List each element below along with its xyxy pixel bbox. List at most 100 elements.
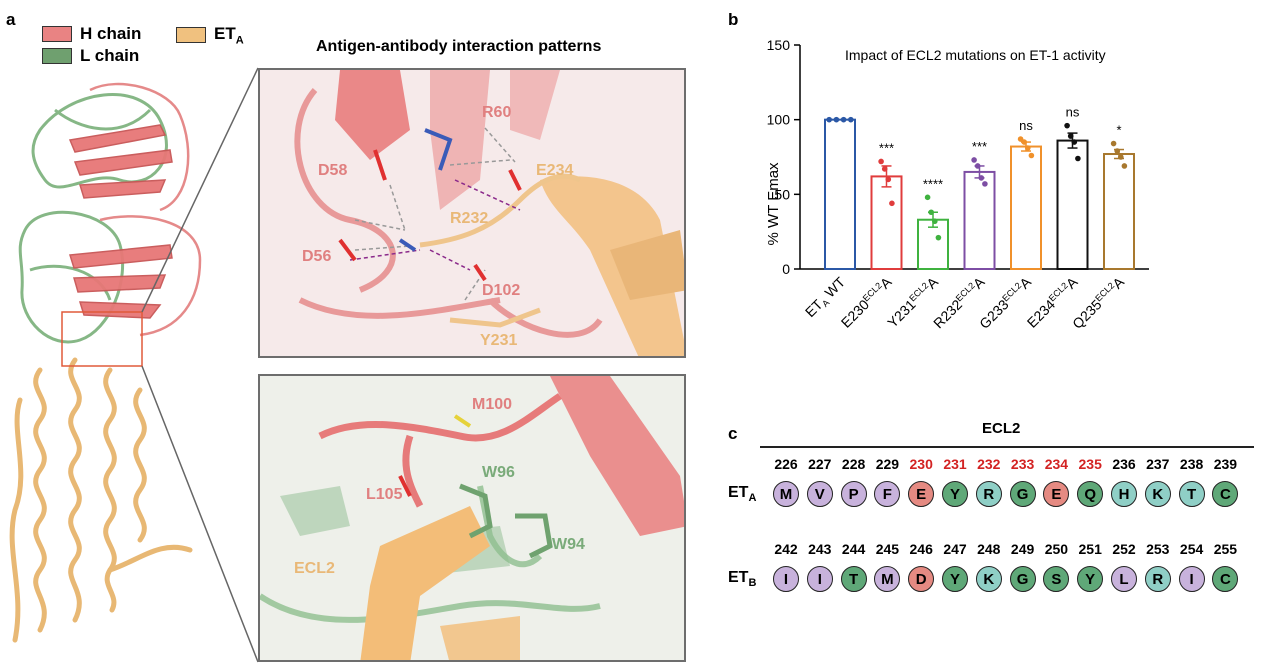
label-w96: W96 [482,464,515,481]
bar [870,175,903,270]
data-point [1075,155,1081,162]
x-tick-label: Q235ECL2A [1069,273,1128,332]
residue-number: 250 [1044,541,1069,557]
data-point [932,218,938,225]
data-point [924,194,931,201]
residue-circle: E [1043,481,1070,507]
data-point [978,175,985,181]
label-m100: M100 [472,396,513,413]
residue-circle: S [1043,566,1070,592]
label-r60: R60 [482,104,512,121]
data-point [833,116,840,123]
residue-number: 232 [977,456,1001,472]
data-point [1114,148,1120,154]
residue-circle: E [908,481,935,507]
residue-number: 247 [943,541,967,557]
bar [1056,139,1089,270]
y-tick-label: 100 [767,112,791,128]
y-tick-label: 0 [782,261,790,277]
residue-circle: K [1144,481,1171,507]
label-d102: D102 [482,282,521,299]
residue-number: 246 [909,541,933,557]
label-y231: Y231 [480,332,518,349]
residue-number: 231 [943,456,967,472]
residue-number: 237 [1146,456,1170,472]
bar [963,170,996,270]
residue-circle: Y [942,481,968,507]
h-chain-swatch [42,26,72,42]
residue-circle: G [1009,566,1036,592]
legend-eta: ETA [176,24,244,46]
residue-circle: D [908,566,935,592]
significance-label: ns [1066,105,1080,120]
residue-circle: L [1111,566,1137,592]
data-point [935,234,942,241]
residue-circle: T [1178,481,1205,507]
top-interaction-view: R60 D58 E234 R232 D56 D102 Y231 [258,68,686,358]
residue-number: 254 [1179,541,1204,557]
significance-label: *** [972,139,987,154]
residue-number: 238 [1179,456,1204,472]
bar [1103,153,1135,270]
residue-number: 243 [808,541,832,557]
residue-number: 244 [841,541,866,557]
bottom-interaction-view: M100 L105 W96 W94 ECL2 [258,374,686,662]
data-point [885,176,892,183]
label-r232: R232 [450,210,489,227]
residue-circle: I [1178,566,1205,592]
data-point [1021,139,1027,145]
label-e234: E234 [536,162,574,179]
y-tick-label: 150 [767,37,791,53]
data-point [1118,154,1124,160]
residue-circle: V [806,481,833,507]
residue-circle: T [840,566,867,592]
residue-circle: Y [942,566,968,592]
residue-number: 251 [1078,541,1102,557]
chart-title: Impact of ECL2 mutations on ET-1 activit… [845,47,1106,63]
label-ecl2: ECL2 [294,560,335,577]
residue-circle: R [975,481,1002,507]
residue-circle: Y [1077,566,1104,592]
data-point [974,163,981,169]
residue-number: 228 [841,456,866,472]
l-chain-swatch [42,48,72,64]
bar [824,118,856,270]
residue-number: 245 [875,541,900,557]
residue-number: 249 [1010,541,1035,557]
data-point [982,181,988,187]
label-l105: L105 [366,486,403,503]
legend-h-chain: H chain [42,24,141,44]
zoom-connector-lines [141,67,259,663]
residue-circle: R [1144,566,1171,592]
data-point [1064,122,1070,129]
residue-circle: G [1009,481,1036,507]
residue-circle: M [773,481,799,507]
data-point [928,209,934,216]
y-tick-label: 50 [774,186,790,202]
ecl2-divider [760,446,1254,448]
label-w94: W94 [552,536,585,553]
residue-number: 230 [909,456,933,472]
residue-circle: F [874,481,901,507]
top-structure-drawing [260,70,684,356]
row-label-0: ETA [728,484,757,505]
data-point [1028,152,1035,159]
data-point [889,200,895,207]
legend-eta-label: ETA [214,24,244,47]
bar-chart: Impact of ECL2 mutations on ET-1 activit… [765,37,1149,332]
y-axis-label: % WT Emax [765,162,782,246]
residue-number: 234 [1044,456,1069,472]
data-point [826,116,832,123]
data-point [971,157,977,163]
panel-b-letter: b [728,10,739,29]
significance-label: * [1116,123,1121,138]
bar [1010,145,1042,270]
data-point [848,116,854,123]
residue-number: 235 [1078,456,1102,472]
panel-a-letter: a [6,10,16,29]
residue-number: 236 [1112,456,1136,472]
interaction-title: Antigen-antibody interaction patterns [316,38,602,55]
significance-label: **** [923,176,943,191]
panel-c-letter: c [728,424,738,443]
data-point [1067,133,1074,139]
